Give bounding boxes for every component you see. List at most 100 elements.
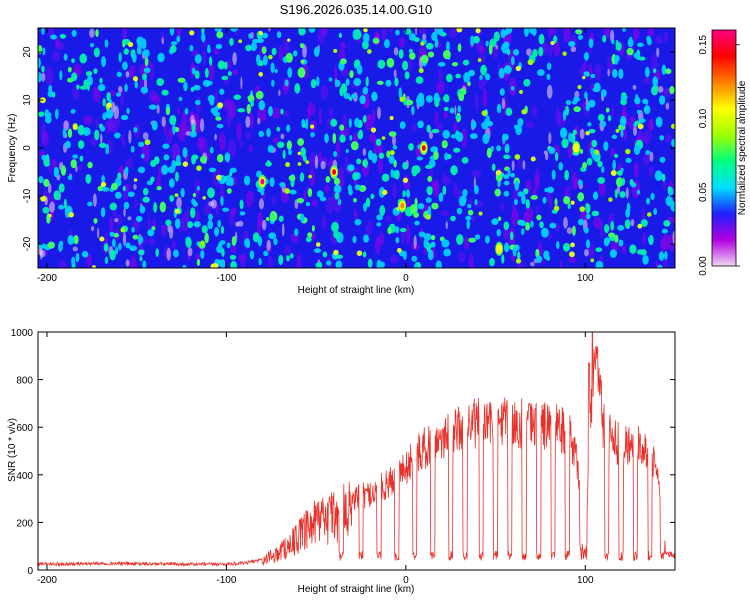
- heatmap-cell: [38, 176, 44, 184]
- heatmap-cell: [133, 199, 138, 210]
- heatmap-cell: [140, 153, 145, 159]
- heatmap-cell: [482, 88, 488, 107]
- heatmap-cell: [221, 75, 229, 81]
- heatmap-cell: [353, 208, 358, 223]
- heatmap-cell: [629, 36, 633, 43]
- heatmap-cell: [214, 89, 219, 105]
- heatmap-cell: [610, 220, 615, 231]
- heatmap-cell: [58, 183, 65, 193]
- heatmap-cell: [553, 205, 560, 212]
- colorbar-tick-label: 0.10: [698, 108, 709, 128]
- heatmap-cell: [570, 132, 576, 144]
- heatmap-cell: [503, 190, 510, 197]
- heatmap-cell: [456, 132, 464, 143]
- heatmap-cell: [349, 70, 354, 79]
- heatmap-cell: [62, 127, 67, 139]
- heatmap-cell: [365, 219, 373, 237]
- heatmap-cell: [625, 148, 631, 155]
- heatmap-cell: [362, 33, 370, 44]
- heatmap-cell: [207, 44, 211, 54]
- heatmap-cell: [388, 155, 395, 164]
- heatmap-cell: [652, 76, 659, 87]
- heatmap-cell: [214, 133, 217, 141]
- heatmap-cell: [284, 188, 291, 194]
- heatmap-cell: [207, 219, 214, 230]
- heatmap-cell: [333, 184, 342, 194]
- snr-y-tick-label: 200: [16, 518, 33, 529]
- heatmap-cell: [418, 68, 424, 74]
- heatmap-cell: [122, 185, 126, 192]
- heatmap-cell: [427, 51, 435, 58]
- heatmap-cell: [614, 189, 618, 199]
- heatmap-cell: [388, 28, 393, 34]
- heatmap-cell: [63, 53, 68, 61]
- heatmap-cell: [142, 260, 147, 268]
- heatmap-cell: [72, 154, 79, 159]
- heatmap-cell: [165, 219, 172, 226]
- heatmap-cell: [365, 76, 369, 87]
- heatmap-cell: [354, 219, 362, 226]
- heatmap-cell: [638, 118, 646, 124]
- heatmap-cell: [426, 124, 431, 133]
- heatmap-cell: [52, 50, 60, 62]
- heatmap-cell: [322, 251, 328, 258]
- heatmap-cell: [230, 260, 238, 268]
- heatmap-cell: [193, 202, 199, 207]
- heatmap-cell: [109, 231, 115, 237]
- heatmap-cell: [276, 141, 285, 149]
- heatmap-cell: [109, 202, 118, 211]
- heatmap-cell: [404, 71, 410, 80]
- heatmap-cell: [194, 70, 200, 80]
- heatmap-cell: [282, 149, 286, 159]
- heatmap-cell: [398, 49, 404, 59]
- heatmap-cell: [499, 88, 505, 96]
- heatmap-cell: [415, 28, 418, 36]
- heatmap-cell: [535, 255, 543, 263]
- heatmap-cell: [526, 48, 532, 56]
- heatmap-cell: [659, 236, 667, 252]
- heatmap-cell: [71, 58, 75, 64]
- heatmap-cell: [523, 28, 529, 37]
- heatmap-cell: [161, 116, 166, 127]
- figure-title: S196.2026.035.14.00.G10: [280, 2, 433, 17]
- heatmap-cell: [142, 196, 150, 203]
- heatmap-cell: [194, 178, 201, 194]
- heatmap-cell: [77, 140, 85, 149]
- heatmap-cell: [526, 121, 535, 129]
- heatmap-cell: [287, 38, 291, 42]
- heatmap-cell: [611, 103, 615, 118]
- heatmap-cell: [570, 46, 577, 53]
- heatmap-cell: [285, 162, 291, 168]
- heatmap-cell: [182, 264, 187, 268]
- heatmap-cell: [474, 185, 479, 195]
- heatmap-cell: [172, 124, 176, 135]
- heatmap-cell: [261, 46, 267, 54]
- heatmap-cell: [125, 71, 130, 78]
- heatmap-cell: [171, 240, 177, 250]
- heatmap-cell: [362, 86, 369, 95]
- heatmap-cell: [510, 173, 516, 178]
- heatmap-cell: [89, 28, 95, 38]
- heatmap-cell: [637, 223, 643, 229]
- heatmap-cell: [458, 251, 466, 263]
- heatmap-cell: [503, 180, 510, 186]
- heatmap-cell: [244, 238, 251, 248]
- heatmap-cell: [389, 116, 394, 121]
- heatmap-hotspot: [332, 169, 337, 175]
- heatmap-cell: [123, 207, 126, 217]
- heatmap-cell: [299, 172, 305, 182]
- heatmap-cell: [377, 157, 384, 174]
- heatmap-cell: [41, 28, 45, 35]
- heatmap-cell: [402, 60, 409, 71]
- heatmap-cell: [519, 220, 526, 227]
- heatmap-cell: [435, 260, 442, 268]
- heatmap-cell: [55, 108, 59, 120]
- heatmap-cell: [411, 105, 415, 116]
- heatmap-cell: [223, 61, 228, 70]
- heatmap-cell: [647, 212, 652, 217]
- heatmap-cell: [278, 89, 281, 96]
- heatmap-cell: [170, 41, 178, 46]
- heatmap-cell: [321, 215, 327, 230]
- heatmap-cell: [485, 40, 489, 47]
- heatmap-cell: [219, 88, 225, 95]
